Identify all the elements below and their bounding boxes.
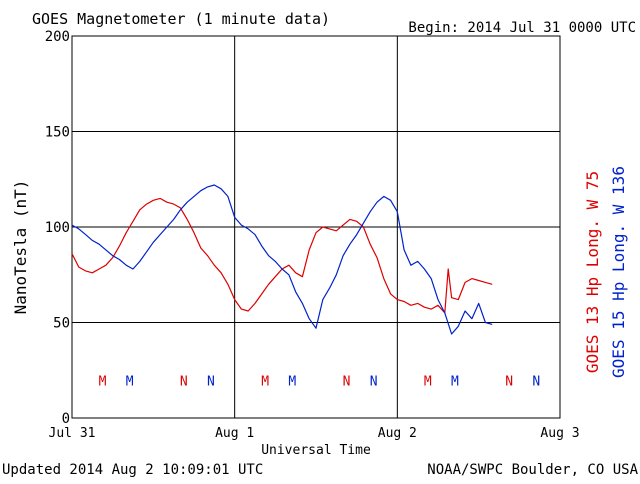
begin-label: Begin: 2014 Jul 31 0000 UTC: [408, 20, 636, 36]
y-tick-label-2: 100: [45, 220, 70, 236]
event-marker-5: M: [288, 375, 296, 390]
series-line-0: [71, 197, 493, 314]
legend-goes13: GOES 13 Hp Long. W 75: [583, 171, 602, 373]
credit-label: NOAA/SWPC Boulder, CO USA: [427, 462, 638, 478]
y-tick-labels: 0 50 100 150 200: [45, 29, 70, 427]
x-tick-label-3: Aug 3: [540, 426, 579, 441]
event-marker-7: N: [370, 375, 378, 390]
event-marker-2: N: [180, 375, 188, 390]
grid-lines: [72, 36, 560, 418]
event-marker-9: M: [451, 375, 459, 390]
updated-label: Updated 2014 Aug 2 10:09:01 UTC: [2, 462, 263, 478]
event-marker-1: M: [126, 375, 134, 390]
event-marker-10: N: [505, 375, 513, 390]
event-marker-0: M: [99, 375, 107, 390]
x-tick-label-0: Jul 31: [49, 426, 96, 441]
series-lines: [71, 184, 493, 335]
y-tick-label-4: 200: [45, 29, 70, 45]
event-marker-4: M: [261, 375, 269, 390]
x-tick-labels: Jul 31 Aug 1 Aug 2 Aug 3: [49, 426, 580, 441]
chart-title: GOES Magnetometer (1 minute data): [32, 10, 330, 28]
x-axis-label: Universal Time: [261, 443, 371, 458]
event-marker-6: N: [343, 375, 351, 390]
y-axis-label: NanoTesla (nT): [11, 180, 30, 315]
y-tick-label-0: 0: [62, 411, 70, 427]
event-marker-8: M: [424, 375, 432, 390]
x-tick-label-1: Aug 1: [215, 426, 254, 441]
series-line-1: [71, 184, 493, 335]
event-marker-3: N: [207, 375, 215, 390]
legend-goes15: GOES 15 Hp Long. W 136: [609, 166, 628, 378]
y-tick-label-1: 50: [53, 316, 70, 332]
x-tick-label-2: Aug 2: [378, 426, 417, 441]
event-marker-11: N: [532, 375, 540, 390]
y-tick-label-3: 150: [45, 125, 70, 141]
